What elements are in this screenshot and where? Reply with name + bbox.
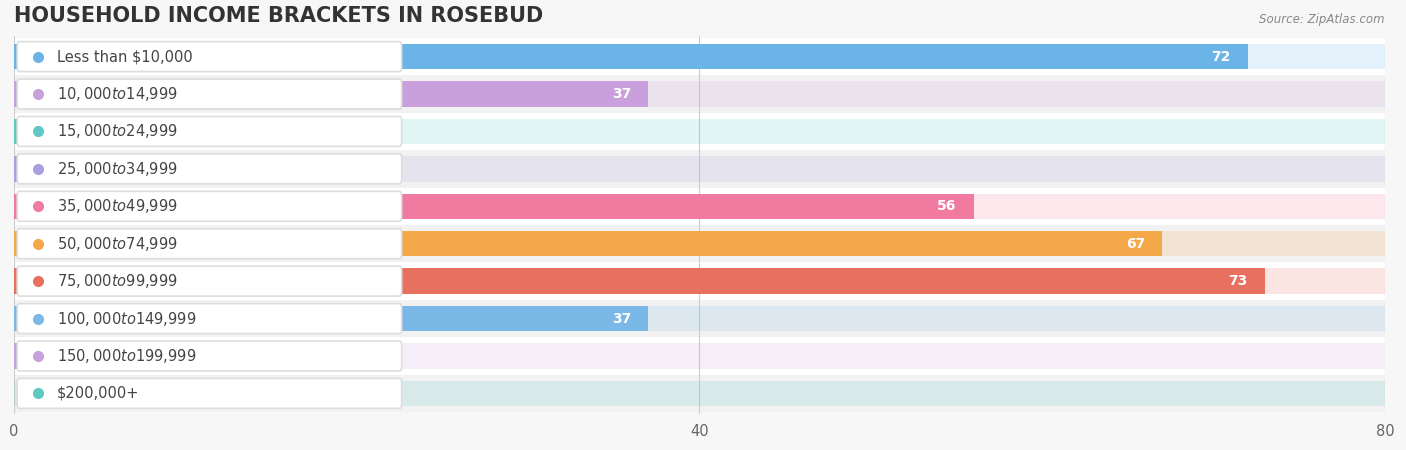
Bar [14, 194, 1385, 219]
Bar [14, 150, 1385, 188]
Bar [14, 188, 1385, 225]
Text: $10,000 to $14,999: $10,000 to $14,999 [56, 85, 177, 103]
Text: 0: 0 [35, 387, 44, 400]
Bar [14, 119, 1385, 144]
FancyBboxPatch shape [17, 154, 402, 184]
Bar [14, 231, 1163, 256]
Bar [14, 375, 1385, 412]
Bar [14, 75, 1385, 112]
Text: $35,000 to $49,999: $35,000 to $49,999 [56, 197, 177, 215]
Bar [14, 300, 1385, 338]
Bar [14, 156, 357, 182]
Text: 67: 67 [1126, 237, 1144, 251]
Text: 37: 37 [612, 87, 631, 101]
Text: 73: 73 [1229, 274, 1249, 288]
Bar [14, 44, 1385, 69]
Bar [14, 268, 1385, 294]
Text: Source: ZipAtlas.com: Source: ZipAtlas.com [1260, 14, 1385, 27]
Bar [14, 343, 236, 369]
Bar [14, 306, 648, 331]
Bar [14, 81, 1385, 107]
Text: Less than $10,000: Less than $10,000 [56, 49, 193, 64]
FancyBboxPatch shape [17, 79, 402, 109]
FancyBboxPatch shape [17, 41, 402, 72]
Bar [14, 343, 1385, 369]
Bar [14, 225, 1385, 262]
FancyBboxPatch shape [17, 117, 402, 146]
Bar [14, 268, 1265, 294]
Bar [14, 156, 1385, 182]
Bar [14, 306, 1385, 331]
FancyBboxPatch shape [17, 304, 402, 333]
FancyBboxPatch shape [17, 266, 402, 296]
Bar [14, 194, 973, 219]
Bar [14, 44, 1249, 69]
Text: $25,000 to $34,999: $25,000 to $34,999 [56, 160, 177, 178]
Text: 20: 20 [374, 162, 394, 176]
Bar [14, 338, 1385, 375]
Text: 13: 13 [254, 349, 273, 363]
Bar [14, 81, 648, 107]
Text: $150,000 to $199,999: $150,000 to $199,999 [56, 347, 197, 365]
Text: $75,000 to $99,999: $75,000 to $99,999 [56, 272, 177, 290]
Bar [14, 262, 1385, 300]
Text: 72: 72 [1212, 50, 1230, 63]
FancyBboxPatch shape [17, 378, 402, 409]
Text: $100,000 to $149,999: $100,000 to $149,999 [56, 310, 197, 328]
Text: 56: 56 [938, 199, 956, 213]
FancyBboxPatch shape [17, 229, 402, 259]
Bar [14, 381, 1385, 406]
Bar [14, 231, 1385, 256]
Bar [14, 112, 1385, 150]
Text: $200,000+: $200,000+ [56, 386, 139, 401]
Text: HOUSEHOLD INCOME BRACKETS IN ROSEBUD: HOUSEHOLD INCOME BRACKETS IN ROSEBUD [14, 6, 543, 26]
Text: $50,000 to $74,999: $50,000 to $74,999 [56, 235, 177, 253]
FancyBboxPatch shape [17, 191, 402, 221]
Text: 19: 19 [357, 125, 377, 139]
FancyBboxPatch shape [17, 341, 402, 371]
Text: 37: 37 [612, 311, 631, 325]
Bar [14, 119, 340, 144]
Bar [14, 38, 1385, 75]
Text: $15,000 to $24,999: $15,000 to $24,999 [56, 122, 177, 140]
